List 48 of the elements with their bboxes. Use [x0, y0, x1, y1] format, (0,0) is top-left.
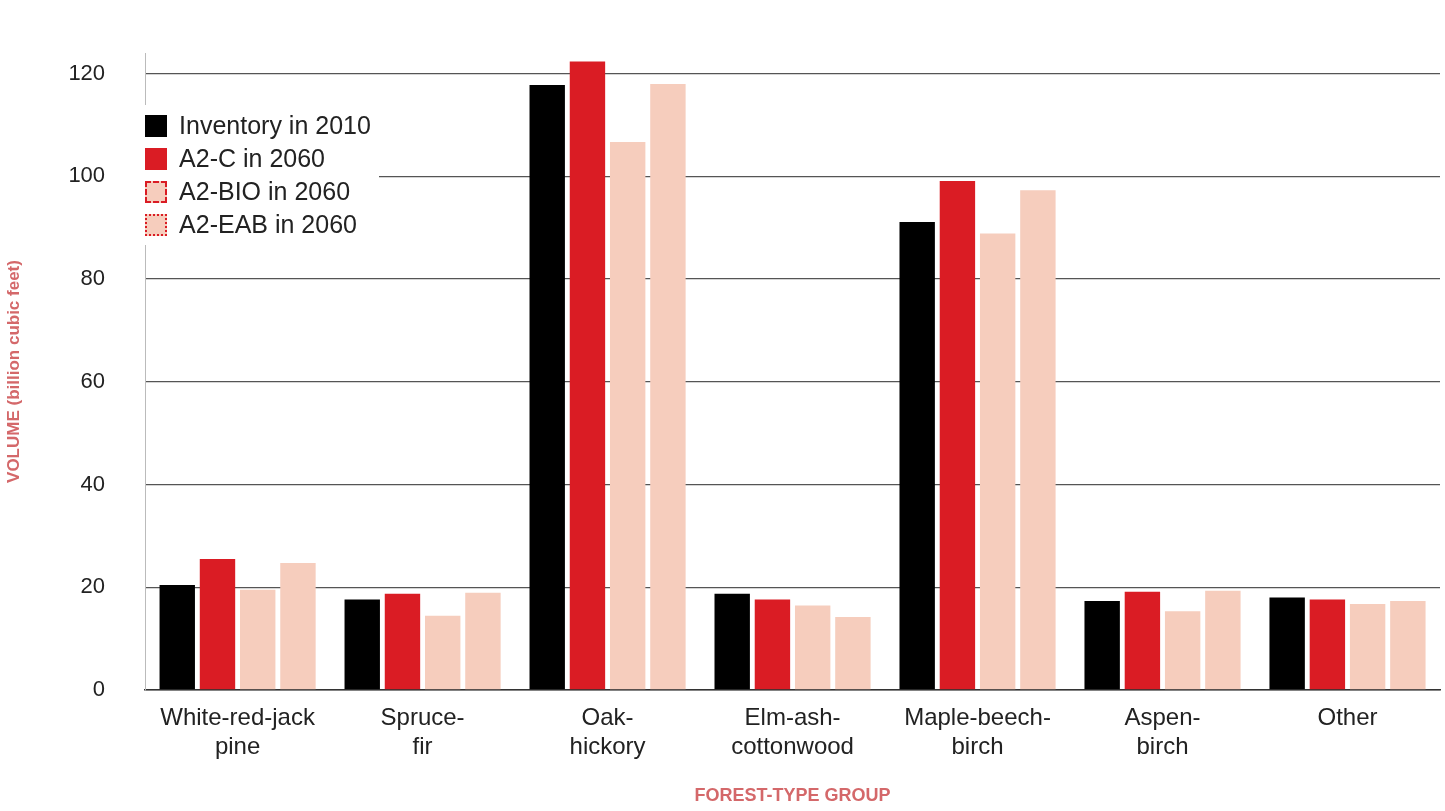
y-axis-title: VOLUME (billion cubic feet) [3, 260, 23, 483]
bar [384, 593, 421, 690]
bar [569, 61, 606, 690]
legend-label: A2-C in 2060 [179, 144, 326, 174]
x-tick-label: White-red-jack pine [160, 702, 316, 759]
bar [609, 142, 646, 690]
legend-label: A2-EAB in 2060 [179, 210, 357, 240]
bar [754, 599, 791, 690]
bar [650, 84, 686, 690]
bar [835, 616, 871, 690]
x-tick-label: Maple-beech-birch [904, 702, 1051, 759]
y-tick-label: 100 [68, 162, 106, 188]
x-tick-label: Spruce-fir [380, 702, 465, 759]
bar [159, 585, 195, 690]
bar [899, 222, 935, 690]
bar [1349, 604, 1386, 690]
x-axis-title: FOREST-TYPE GROUP [694, 785, 891, 806]
bar [465, 592, 501, 690]
bar [240, 589, 276, 690]
x-tick-label: Aspen-birch [1124, 702, 1201, 759]
bar [1124, 591, 1161, 690]
legend-label: A2-BIO in 2060 [179, 177, 351, 207]
legend-label: Inventory in 2010 [179, 111, 371, 141]
y-tick-label: 120 [68, 59, 106, 85]
x-tick-label: Other [1317, 702, 1378, 730]
y-tick-label: 20 [80, 573, 106, 599]
bar [939, 181, 976, 690]
bar [979, 233, 1016, 690]
bar [344, 599, 380, 690]
bar [1269, 597, 1305, 690]
bar [1020, 190, 1056, 690]
y-tick-label: 0 [92, 675, 106, 701]
bar [1309, 599, 1346, 690]
y-tick-label: 80 [80, 265, 106, 291]
x-tick-label: Oak-hickory [569, 702, 646, 759]
y-tick-label: 40 [80, 470, 106, 496]
bar [425, 615, 461, 690]
bar [529, 85, 565, 690]
x-tick-label: Elm-ash-cottonwood [731, 702, 854, 759]
bar [1390, 600, 1426, 690]
bar [1084, 600, 1120, 690]
bar [794, 605, 831, 690]
bar [199, 558, 236, 690]
bar [714, 593, 750, 690]
bar [1205, 590, 1241, 690]
bar [1164, 611, 1201, 690]
bar [280, 562, 316, 690]
y-tick-label: 60 [80, 367, 106, 393]
